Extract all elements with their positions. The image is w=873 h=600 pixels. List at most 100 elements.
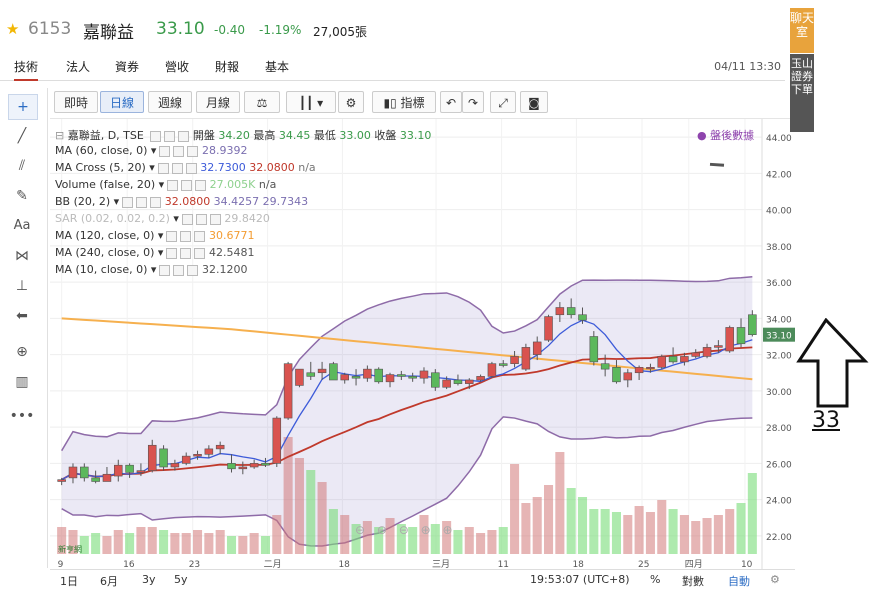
volume-bar xyxy=(328,509,338,554)
candle-body xyxy=(668,356,678,363)
range-6m[interactable]: 6月 xyxy=(100,575,118,588)
tab-technical[interactable]: 技術 xyxy=(14,58,39,81)
monthly-button[interactable]: 月線 xyxy=(196,91,240,113)
redo-icon[interactable]: ↷ xyxy=(462,91,484,113)
candle-body xyxy=(725,327,734,352)
candle-body xyxy=(589,336,599,363)
pitchfork-icon[interactable]: ⫽ xyxy=(18,158,26,174)
arrow-left-icon[interactable]: ⬅ xyxy=(16,308,28,324)
volume-bar xyxy=(498,527,508,554)
camera-icon[interactable]: ◙ xyxy=(520,91,548,113)
settings-gear-icon[interactable]: ⚙ xyxy=(770,573,780,586)
fullscreen-icon[interactable]: ⤢ xyxy=(490,91,516,113)
compare-icon[interactable]: ⚖ xyxy=(244,91,280,113)
volume-bar xyxy=(204,533,214,554)
candle-body xyxy=(102,473,112,482)
intraday-button[interactable]: 即時 xyxy=(54,91,98,113)
after-hours-label: 盤後數據 xyxy=(710,129,755,142)
text-tool-icon[interactable]: Aa xyxy=(13,218,31,233)
undo-icon[interactable]: ↶ xyxy=(440,91,462,113)
trendline-icon[interactable]: ╱ xyxy=(17,128,27,144)
measure-icon[interactable]: ⊥ xyxy=(15,278,29,294)
volume-bar xyxy=(226,536,237,554)
legend-row-value: n/a xyxy=(294,161,316,174)
tab-financials[interactable]: 財報 xyxy=(215,60,240,74)
legend-row-label: SAR (0.02, 0.02, 0.2) xyxy=(55,212,170,225)
volume-bar xyxy=(623,515,633,554)
legend-row: MA (240, close, 0) ▾ 42.5481 xyxy=(55,246,255,259)
zoom-in-icon[interactable]: ⊕ xyxy=(16,344,28,360)
candle-body xyxy=(68,466,78,479)
volume-bar xyxy=(442,521,452,554)
more-icon[interactable]: ••• xyxy=(9,408,35,424)
price-chart[interactable]: 44.00 42.00 40.00 38.00 36.00 34.00 32.00 30.00… xyxy=(50,119,795,569)
y-tick-label: 44.00 xyxy=(766,134,792,144)
candle-body xyxy=(261,463,270,466)
brush-icon[interactable]: ✎ xyxy=(16,188,28,204)
price-change: -0.40 xyxy=(214,23,246,37)
log-toggle[interactable]: 對數 xyxy=(682,575,704,588)
volume-bar xyxy=(57,527,67,554)
volume-bar xyxy=(294,458,304,554)
tab-revenue[interactable]: 營收 xyxy=(165,60,190,74)
range-3y[interactable]: 3y xyxy=(142,573,156,586)
ruler-icon[interactable]: ▥ xyxy=(15,374,29,390)
candle-body xyxy=(295,368,304,386)
tab-institutional[interactable]: 法人 xyxy=(66,60,91,74)
crosshair-icon[interactable]: + xyxy=(8,94,38,120)
pattern-icon[interactable]: ⋈ xyxy=(15,248,29,264)
favorite-star-icon[interactable]: ★ xyxy=(6,20,20,38)
candle-body xyxy=(193,454,202,457)
weekly-button[interactable]: 週線 xyxy=(148,91,192,113)
after-hours-link[interactable]: ● 盤後數據 xyxy=(697,129,755,142)
volume-bar xyxy=(702,518,712,554)
candle-body xyxy=(249,463,259,468)
volume-bar xyxy=(260,536,270,554)
bollinger-band-fill xyxy=(61,276,753,547)
legend-row: SAR (0.02, 0.02, 0.2) ▾ 29.8420 xyxy=(55,212,270,225)
indicators-button[interactable]: ▮▯ 指標 xyxy=(372,91,436,113)
volume-bar xyxy=(272,515,282,554)
legend-low-label: 最低 xyxy=(313,129,336,142)
current-price-label: 33.10 xyxy=(766,332,792,342)
candle-body xyxy=(272,417,282,464)
candle-body xyxy=(419,370,429,379)
y-tick-label: 30.00 xyxy=(766,388,792,398)
percent-toggle[interactable]: % xyxy=(650,573,661,586)
volume-bar xyxy=(600,509,610,554)
candle-body xyxy=(702,347,712,357)
candle-body xyxy=(736,327,746,345)
esun-order-button[interactable]: 玉山證券下單 xyxy=(790,54,814,132)
volume-bar xyxy=(181,533,191,554)
x-tick-label: 二月 xyxy=(264,559,282,569)
volume-bar xyxy=(362,521,372,554)
ma20-line xyxy=(61,346,753,481)
legend-row-label: Volume (false, 20) xyxy=(55,178,156,191)
range-1d[interactable]: 1日 xyxy=(60,575,78,588)
volume-bar xyxy=(68,530,78,554)
settings-gear-icon[interactable]: ⚙ xyxy=(338,91,364,113)
candle-body xyxy=(283,363,293,419)
bottom-bar: 1日 6月 3y 5y 19:53:07 (UTC+8) % 對數 自動 ⚙ xyxy=(50,569,795,590)
chart-type-dropdown[interactable]: ┃┃ ▾ xyxy=(286,91,336,113)
auto-toggle[interactable]: 自動 xyxy=(728,575,750,588)
clock-time: 19:53:07 (UTC+8) xyxy=(530,573,630,586)
volume-bar xyxy=(136,527,146,554)
range-5y[interactable]: 5y xyxy=(174,573,188,586)
legend-open: 34.20 xyxy=(218,129,250,142)
navigation-controls[interactable]: ⊖ ⊖ ⊖ ⊕ ⊕ xyxy=(355,523,457,537)
volume-bar xyxy=(170,533,180,554)
legend-open-label: 開盤 xyxy=(192,129,215,142)
volume-bar xyxy=(453,530,463,554)
daily-button[interactable]: 日線 xyxy=(100,91,144,113)
tab-basics[interactable]: 基本 xyxy=(265,60,290,74)
legend-row: BB (20, 2) ▾ 32.0800 34.4257 29.7343 xyxy=(55,195,309,208)
candle-body xyxy=(691,352,700,357)
volume-bar xyxy=(215,530,225,554)
chat-room-button[interactable]: 聊天室 xyxy=(790,8,814,53)
legend-row-value: n/a xyxy=(255,178,277,191)
volume-bar xyxy=(487,530,497,554)
volume-bar xyxy=(544,485,554,554)
legend-row-value: 30.6771 xyxy=(205,229,255,242)
tab-margin[interactable]: 資券 xyxy=(115,60,140,74)
